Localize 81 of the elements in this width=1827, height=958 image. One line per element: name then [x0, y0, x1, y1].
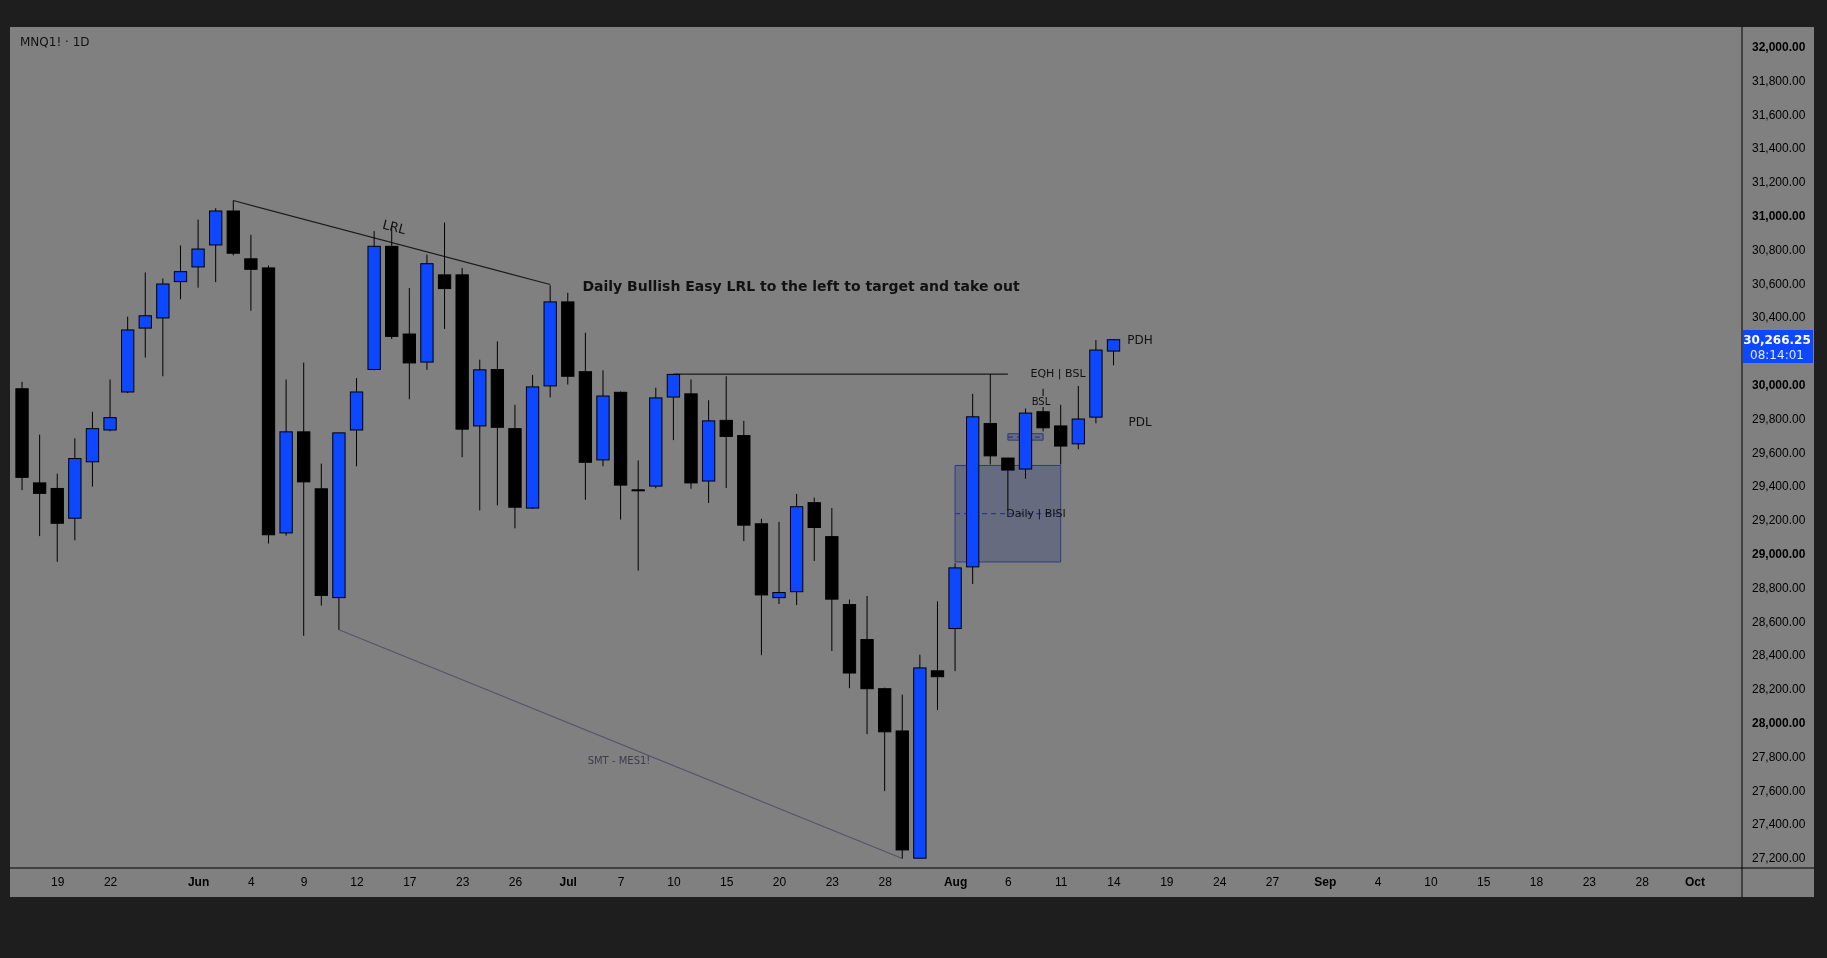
y-tick-label: 29,200.00 — [1752, 513, 1806, 528]
x-tick-label: 19 — [51, 874, 65, 889]
x-tick-label: 23 — [1582, 874, 1597, 889]
annotation: BSL — [1031, 396, 1051, 407]
annotation: PDH — [1127, 332, 1153, 347]
y-tick-label: 31,600.00 — [1752, 107, 1806, 122]
x-tick-label: 27 — [1265, 874, 1280, 889]
x-tick-label: 28 — [1635, 874, 1650, 889]
text: MNQ1! · 1D — [20, 35, 90, 49]
candlestick — [173, 244, 188, 300]
x-tick-label: 23 — [825, 874, 840, 889]
x-tick-label: Jul — [559, 874, 577, 889]
x-tick-label: 14 — [1107, 874, 1122, 889]
annotation: LRL — [381, 216, 409, 238]
annotation: Daily | BISI — [1006, 507, 1066, 520]
candlestick — [103, 378, 117, 432]
y-tick-label: 28,000.00 — [1752, 716, 1806, 731]
y-tick-label: 30,000.00 — [1752, 378, 1806, 393]
x-tick-label: 17 — [403, 874, 417, 889]
y-tick-label: 29,000.00 — [1752, 547, 1806, 562]
candlestick — [1001, 457, 1015, 511]
y-tick-label: 28,200.00 — [1752, 682, 1806, 697]
x-tick-label: 22 — [103, 874, 118, 889]
candlestick — [772, 521, 786, 605]
x-tick-label: Oct — [1684, 874, 1705, 889]
y-tick-label: 30,400.00 — [1752, 310, 1806, 325]
candlestick — [666, 373, 681, 441]
candlestick — [631, 459, 645, 572]
y-tick-label: 27,400.00 — [1752, 817, 1806, 832]
text: 30,266.25 — [1743, 332, 1811, 347]
y-tick-label: 27,600.00 — [1752, 783, 1806, 798]
x-tick-label: Jun — [187, 874, 210, 889]
y-tick-label: 28,800.00 — [1752, 580, 1806, 595]
x-tick-label: 9 — [300, 874, 308, 889]
x-tick-label: 15 — [720, 874, 734, 889]
y-tick-label: 31,200.00 — [1752, 175, 1806, 190]
candlestick — [32, 434, 47, 537]
x-tick-label: 10 — [1424, 874, 1438, 889]
x-tick-label: Sep — [1314, 874, 1337, 889]
x-tick-label: 11 — [1054, 874, 1068, 889]
x-tick-label: 10 — [667, 874, 681, 889]
candlestick — [138, 272, 152, 358]
candlestick — [719, 375, 733, 489]
y-tick-label: 29,600.00 — [1752, 445, 1806, 460]
y-tick-label: 29,400.00 — [1752, 479, 1806, 494]
text: 08:14:01 — [1750, 347, 1804, 362]
x-tick-label: 23 — [455, 874, 470, 889]
annotation: EQH | BSL — [1030, 367, 1087, 380]
candlestick — [1106, 338, 1121, 366]
annotation: Daily Bullish Easy LRL to the left to target and take out — [582, 278, 1020, 294]
y-tick-label: 27,800.00 — [1752, 749, 1806, 764]
candlestick — [1054, 404, 1068, 465]
x-tick-label: 24 — [1212, 874, 1227, 889]
x-tick-label: 15 — [1477, 874, 1491, 889]
y-tick-label: 30,600.00 — [1752, 276, 1806, 291]
y-tick-label: 31,000.00 — [1752, 209, 1806, 224]
x-tick-label: 28 — [878, 874, 893, 889]
x-tick-label: 20 — [772, 874, 787, 889]
y-tick-label: 30,800.00 — [1752, 242, 1806, 257]
x-tick-label: 12 — [350, 874, 365, 889]
x-tick-label: 7 — [617, 874, 625, 889]
x-tick-label: 26 — [508, 874, 523, 889]
x-tick-label: 19 — [1160, 874, 1174, 889]
x-tick-label: 6 — [1005, 874, 1013, 889]
y-tick-label: 28,400.00 — [1752, 648, 1806, 663]
x-tick-label: 4 — [1374, 874, 1382, 889]
candlestick — [437, 221, 452, 330]
annotation: SMT - MES1! — [587, 755, 651, 766]
y-tick-label: 28,600.00 — [1752, 614, 1806, 629]
y-tick-label: 32,000.00 — [1752, 40, 1806, 55]
candlestick — [244, 234, 258, 312]
y-tick-label: 31,800.00 — [1752, 73, 1806, 88]
y-tick-label: 31,400.00 — [1752, 141, 1806, 156]
candlestick — [191, 219, 205, 289]
annotation: PDL — [1128, 414, 1152, 429]
y-tick-label: 29,800.00 — [1752, 411, 1806, 426]
x-tick-label: 18 — [1529, 874, 1544, 889]
y-tick-label: 27,200.00 — [1752, 851, 1806, 866]
candlestick — [930, 600, 945, 711]
x-tick-label: 4 — [248, 874, 256, 889]
x-tick-label: Aug — [943, 874, 968, 889]
